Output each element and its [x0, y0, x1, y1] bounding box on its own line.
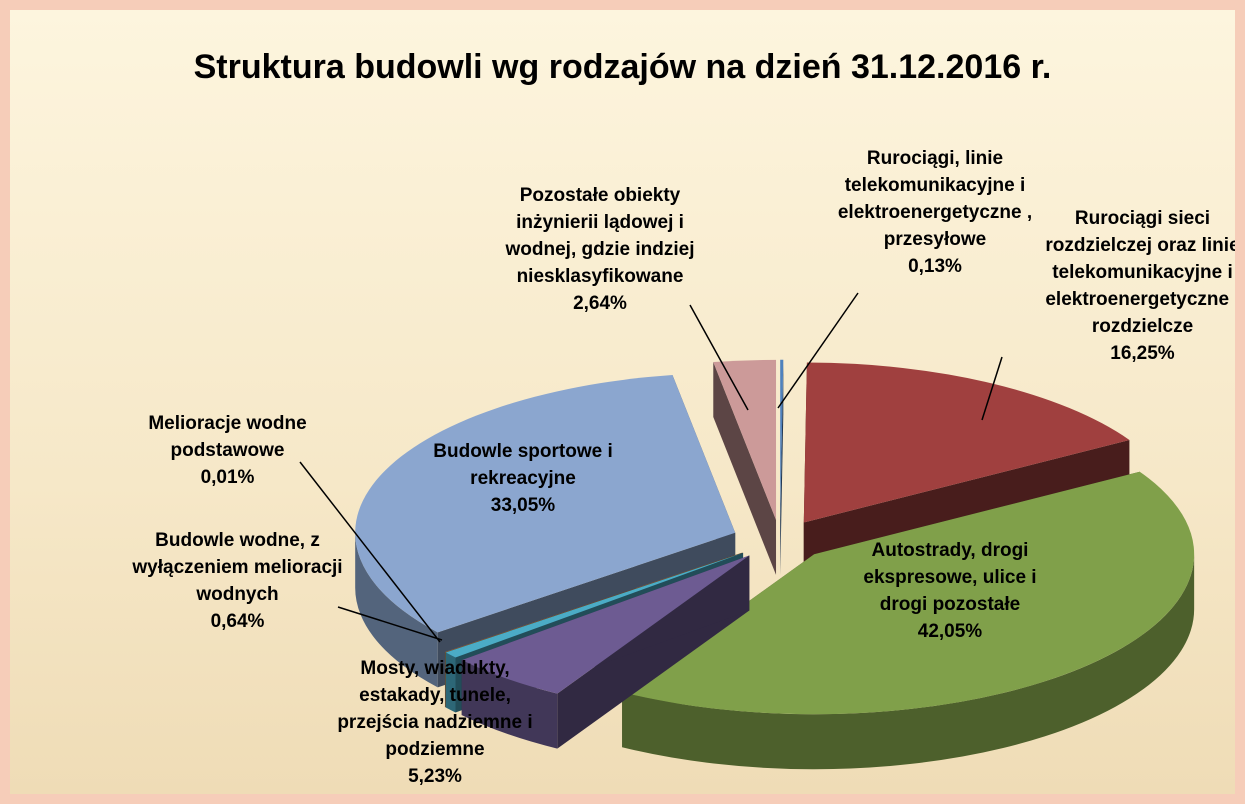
leader-line: [981, 356, 1003, 421]
value-label: 5,23%: [408, 766, 462, 787]
category-label: Budowle sportowe i rekreacyjne: [433, 441, 613, 489]
pie-slice: [444, 552, 743, 653]
category-label: Autostrady, drogi ekspresowe, ulice i dr…: [863, 540, 1037, 615]
slices: [355, 359, 1195, 770]
data-label: Melioracje wodne podstawowe 0,01%: [115, 410, 340, 491]
value-label: 16,25%: [1110, 343, 1175, 364]
category-label: Budowle wodne, z wyłączeniem melioracji …: [132, 530, 343, 605]
data-label: Mosty, wiadukty, estakady, tunele, przej…: [325, 655, 545, 790]
value-label: 2,64%: [573, 293, 627, 314]
slice-wall: [355, 532, 438, 688]
leader-line: [337, 606, 443, 641]
slice-wall: [461, 660, 558, 749]
slice-side: [780, 359, 784, 575]
data-label: Budowle sportowe i rekreacyjne 33,05%: [418, 438, 628, 519]
pie-slice: [803, 362, 1130, 523]
leader-line: [689, 304, 749, 411]
value-label: 33,05%: [490, 495, 556, 516]
pie-slice: [780, 359, 784, 520]
data-label: Budowle wodne, z wyłączeniem melioracji …: [120, 527, 355, 635]
leader-line: [777, 292, 859, 409]
value-label: 0,13%: [908, 256, 962, 277]
pie-slice: [355, 374, 736, 633]
slice-wall: [622, 554, 1195, 770]
category-label: Rurociągi sieci rozdzielczej oraz linie …: [1045, 208, 1240, 337]
data-label: Pozostałe obiekty inżynierii lądowej i w…: [480, 182, 720, 317]
category-label: Pozostałe obiekty inżynierii lądowej i w…: [505, 185, 695, 287]
data-label: Rurociągi, linie telekomunikacyjne i ele…: [820, 145, 1050, 280]
pie-slice: [622, 471, 1195, 715]
pie-slice: [445, 552, 744, 658]
data-label: Rurociągi sieci rozdzielczej oraz linie …: [1030, 205, 1240, 367]
chart-title: Struktura budowli wg rodzajów na dzień 3…: [193, 48, 1052, 86]
category-label: Rurociągi, linie telekomunikacyjne i ele…: [837, 148, 1033, 250]
pie-slice: [713, 359, 777, 520]
value-label: 0,01%: [200, 467, 255, 488]
slice-side: [713, 362, 777, 575]
category-label: Melioracje wodne podstawowe: [148, 413, 307, 461]
pie-slice: [461, 555, 750, 694]
leader-line: [299, 461, 441, 643]
value-label: 42,05%: [917, 621, 983, 642]
category-label: Mosty, wiadukty, estakady, tunele, przej…: [337, 658, 533, 760]
value-label: 0,64%: [210, 611, 265, 632]
pie-area: [299, 292, 1195, 770]
data-label: Autostrady, drogi ekspresowe, ulice i dr…: [845, 537, 1055, 645]
slice-wall: [445, 652, 456, 713]
